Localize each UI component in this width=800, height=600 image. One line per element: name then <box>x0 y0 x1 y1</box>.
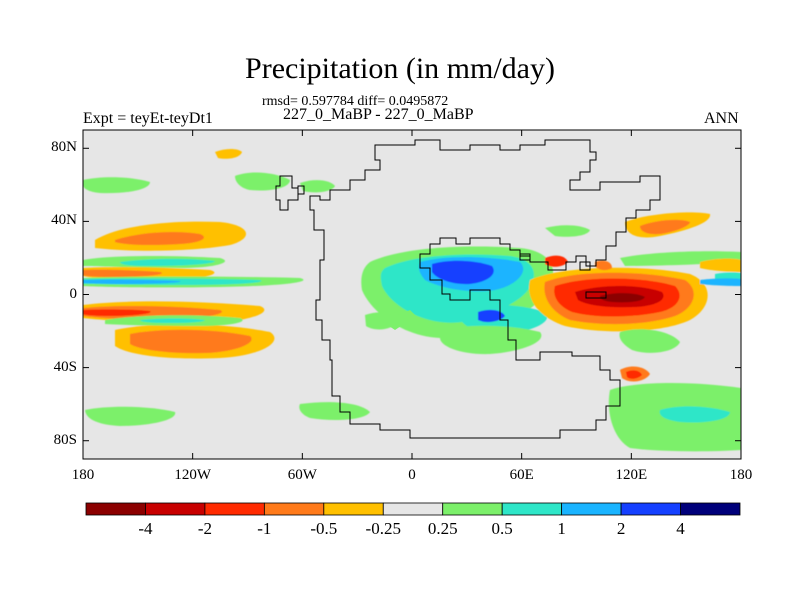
colorbar-swatch <box>680 502 741 516</box>
colorbar-label: 4 <box>676 519 685 538</box>
colorbar-swatch <box>263 502 325 516</box>
colorbar-label: 2 <box>616 519 626 538</box>
colorbar-swatch <box>85 502 146 516</box>
colorbar-label: -0.25 <box>365 519 401 538</box>
x-tick-marks <box>82 130 742 459</box>
x-tick-label: 120E <box>615 467 648 483</box>
colorbar-swatch <box>145 502 206 516</box>
experiment-label: Expt = teyEt-teyDt1 <box>83 110 213 127</box>
contour-east-red-spot2 <box>595 260 612 271</box>
colorbar-swatch <box>561 502 622 516</box>
contour-east-far-right-orange <box>700 258 741 272</box>
x-tick-label: 0 <box>408 467 416 483</box>
contour-pacific-red-north <box>83 269 162 277</box>
map-subtitle: 227_0_MaBP - 227_0_MaBP <box>283 106 474 123</box>
contour-tethys-south-blue <box>478 309 505 323</box>
contour-arctic-green-1 <box>83 177 150 194</box>
contour-east-red-upper <box>640 219 690 235</box>
contour-north-atlantic-green-2 <box>300 180 335 193</box>
contour-east-tethys-darkest <box>600 293 645 303</box>
map-title: Precipitation (in mm/day) <box>245 52 555 85</box>
contour-south-ocean-green-mid <box>299 402 370 420</box>
colorbar <box>85 502 741 516</box>
colorbar-label: -4 <box>138 519 153 538</box>
colorbar-swatch <box>204 502 265 516</box>
y-tick-label: 40N <box>51 212 77 229</box>
colorbar-swatch <box>323 502 384 516</box>
contour-east-blue-right <box>700 278 741 286</box>
contour-south-pacific-convergence-inner <box>130 329 252 354</box>
x-tick-label: 120W <box>174 467 211 483</box>
x-tick-label: 180 <box>71 467 95 483</box>
contour-spcz-cyan <box>140 318 205 323</box>
contour-southeast-green <box>619 329 680 353</box>
y-tick-label: 80S <box>53 431 77 448</box>
colorbar-label: -1 <box>257 519 272 538</box>
contour-tethys-blue <box>432 260 494 285</box>
coastline-east-island <box>585 291 607 299</box>
coastlines <box>275 139 661 439</box>
colorbar-label: 0.25 <box>427 519 458 538</box>
contour-west-island-2 <box>396 310 420 328</box>
contour-arctic-orange-1 <box>215 149 242 159</box>
colorbar-swatch <box>501 502 563 516</box>
y-tick-marks <box>83 147 741 442</box>
colorbar-label: 1 <box>557 519 566 538</box>
x-tick-label: 60E <box>509 467 534 483</box>
precip-anomaly-contours <box>83 149 741 452</box>
x-tick-label: 180 <box>729 467 753 483</box>
coastline-north-island <box>297 185 305 195</box>
stats-text: rmsd= 0.597784 diff= 0.0495872 <box>262 94 449 109</box>
contour-north-pacific-neg-inner <box>115 232 204 246</box>
colorbar-swatch <box>382 502 444 516</box>
colorbar-label: 0.5 <box>491 519 513 538</box>
season-label: ANN <box>704 110 739 127</box>
contour-south-ocean-green-left <box>85 406 176 426</box>
colorbar-swatch <box>442 502 503 516</box>
y-tick-label: 40S <box>53 358 77 375</box>
x-tick-label: 60W <box>287 467 317 483</box>
y-tick-label: 80N <box>51 139 77 156</box>
y-tick-label: 0 <box>69 285 78 302</box>
contour-pacific-south-deep <box>83 309 151 316</box>
contour-pacific-equator-blue <box>83 279 181 284</box>
coastline-north-inlet <box>275 175 299 211</box>
coastline-tethys-islands <box>519 253 591 271</box>
colorbar-swatch <box>620 502 681 516</box>
colorbar-label: -0.5 <box>310 519 338 538</box>
contour-southeast-cyan <box>659 406 730 423</box>
contour-east-red-spot <box>545 255 568 267</box>
contour-southeast-red <box>626 370 642 379</box>
colorbar-label: -2 <box>197 519 212 538</box>
west-coast-green-islands <box>380 310 420 330</box>
contour-pacific-cyan-strip <box>120 258 215 266</box>
contour-east-north-green <box>545 225 590 237</box>
coastline-pangaea <box>309 139 661 439</box>
